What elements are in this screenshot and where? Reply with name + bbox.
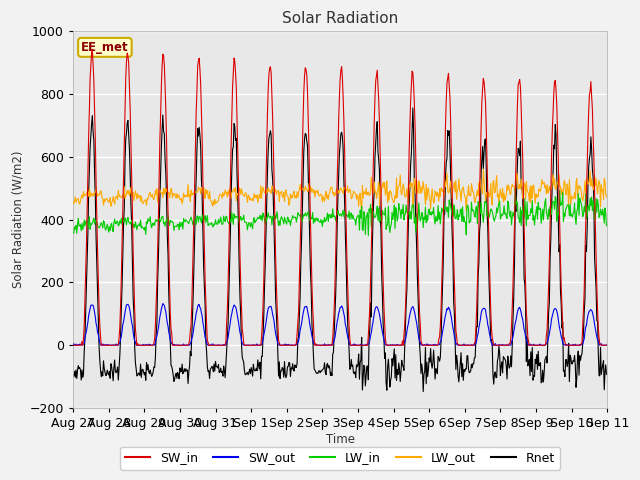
Y-axis label: Solar Radiation (W/m2): Solar Radiation (W/m2) (11, 151, 24, 288)
Legend: SW_in, SW_out, LW_in, LW_out, Rnet: SW_in, SW_out, LW_in, LW_out, Rnet (120, 446, 560, 469)
Text: EE_met: EE_met (81, 41, 129, 54)
X-axis label: Time: Time (326, 433, 355, 446)
Title: Solar Radiation: Solar Radiation (282, 11, 398, 26)
